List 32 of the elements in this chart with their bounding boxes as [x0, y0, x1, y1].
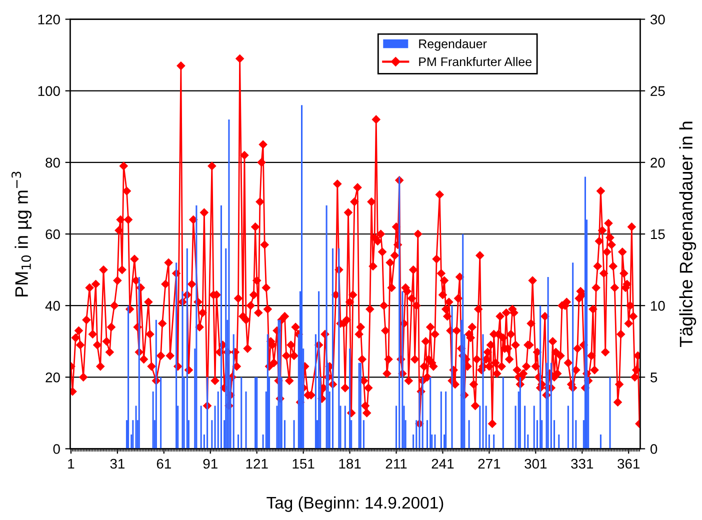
y2-tick-label: 15: [651, 229, 665, 240]
legend-label: Regendauer: [419, 39, 487, 51]
y-tick-label: 20: [46, 372, 60, 382]
x-tick-label: 331: [571, 458, 594, 469]
x-tick-label: 301: [524, 458, 547, 469]
x-tick-label: 361: [618, 458, 640, 469]
legend-label: PM Frankfurter Allee: [419, 56, 532, 66]
x-axis-title: Tag (Beginn: 14.9.2001): [266, 496, 444, 512]
y-tick-label: 60: [46, 229, 60, 240]
x-tick-label: 31: [110, 458, 124, 469]
y-tick-label: 100: [38, 86, 60, 96]
y2-tick-label: 10: [651, 300, 665, 311]
x-tick-label: 181: [339, 458, 361, 469]
x-tick-label: 241: [432, 458, 454, 469]
x-tick-label: 61: [156, 458, 171, 469]
x-tick-label: 91: [203, 458, 218, 469]
y2-tick-label: 25: [650, 86, 665, 96]
y-tick-label: 80: [46, 158, 60, 168]
y-tick-label: 120: [38, 14, 60, 24]
x-tick-label: 121: [246, 458, 268, 469]
x-tick-label: 271: [478, 458, 500, 469]
x-tick-label: 1: [68, 458, 74, 469]
x-tick-label: 151: [292, 458, 314, 469]
y-tick-label: 40: [45, 300, 60, 311]
y2-tick-label: 5: [650, 372, 658, 382]
y2-tick-label: 20: [650, 158, 665, 168]
x-tick-label: 211: [386, 458, 407, 469]
y2-tick-label: 30: [650, 14, 665, 24]
y-axis-title: PM$_{10}$ in µg m$^{−3}$: [12, 172, 32, 296]
y-tick-label: 0: [53, 444, 60, 454]
y2-axis-title: Tägliche Regenandauer in h: [679, 122, 696, 348]
y2-tick-label: 0: [650, 444, 658, 454]
